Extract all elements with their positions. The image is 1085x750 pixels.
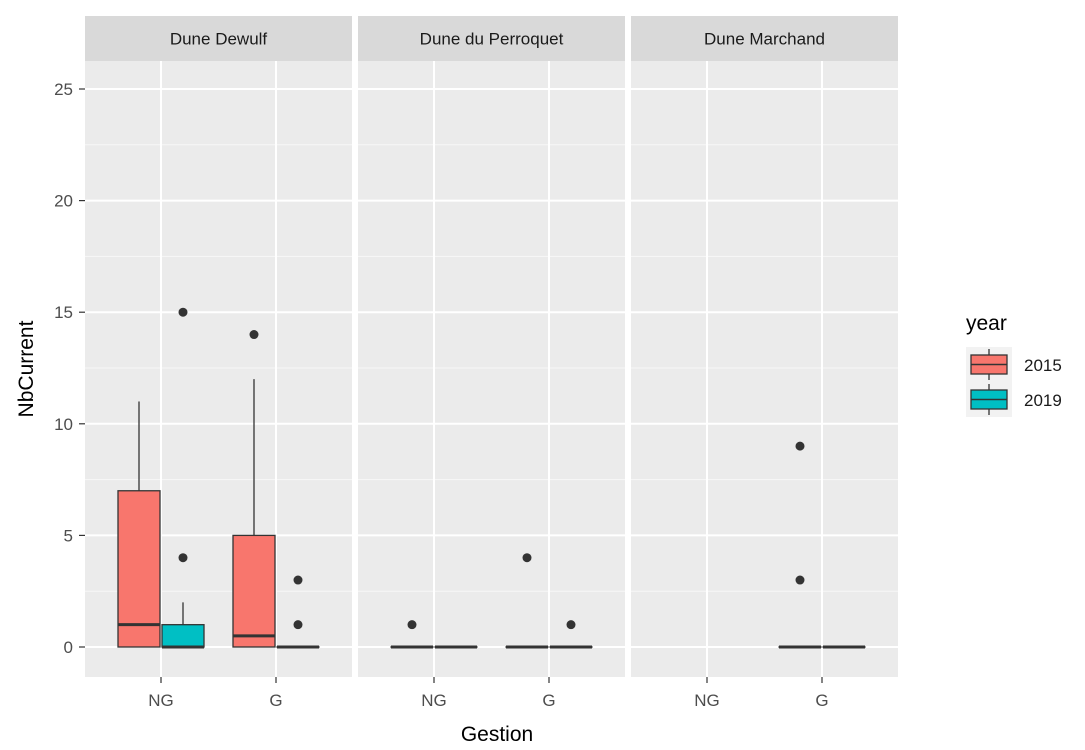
x-tick-label: NG <box>148 691 174 710</box>
x-tick-label: NG <box>694 691 720 710</box>
y-tick-label: 5 <box>64 526 73 545</box>
outlier-point <box>294 576 303 585</box>
y-tick-label: 10 <box>54 415 73 434</box>
legend-key-2019 <box>966 382 1012 417</box>
legend: year 2015 2019 <box>966 312 1062 417</box>
y-tick-label: 0 <box>64 638 73 657</box>
legend-title: year <box>966 312 1007 335</box>
outlier-point <box>796 576 805 585</box>
outlier-point <box>796 442 805 451</box>
facet-panel-dune-marchand: Dune Marchand NG G <box>631 16 898 710</box>
legend-label: 2015 <box>1024 356 1062 375</box>
box-body <box>162 625 204 647</box>
box-body <box>233 535 275 647</box>
x-axis-title: Gestion <box>461 723 533 745</box>
facet-strip-label: Dune Marchand <box>704 30 825 49</box>
y-axis-title: NbCurrent <box>15 320 38 417</box>
facet-strip-label: Dune du Perroquet <box>420 30 564 49</box>
x-tick-label: G <box>815 691 828 710</box>
legend-label: 2019 <box>1024 391 1062 410</box>
outlier-point <box>567 620 576 629</box>
y-tick-label: 25 <box>54 80 73 99</box>
outlier-point <box>408 620 417 629</box>
facet-panel-dune-dewulf: Dune Dewulf NG G <box>85 16 352 710</box>
x-tick-label: G <box>542 691 555 710</box>
facet-strip-label: Dune Dewulf <box>170 30 268 49</box>
facet-panel-dune-du-perroquet: Dune du Perroquet NG G <box>358 16 625 710</box>
y-tick-label: 20 <box>54 192 73 211</box>
outlier-point <box>250 330 259 339</box>
outlier-point <box>294 620 303 629</box>
panel-background <box>358 61 625 677</box>
panel-background <box>631 61 898 677</box>
y-tick-label: 15 <box>54 303 73 322</box>
x-tick-label: G <box>269 691 282 710</box>
legend-key-2015 <box>966 347 1012 382</box>
outlier-point <box>523 553 532 562</box>
x-tick-label: NG <box>421 691 447 710</box>
outlier-point <box>179 308 188 317</box>
outlier-point <box>179 553 188 562</box>
